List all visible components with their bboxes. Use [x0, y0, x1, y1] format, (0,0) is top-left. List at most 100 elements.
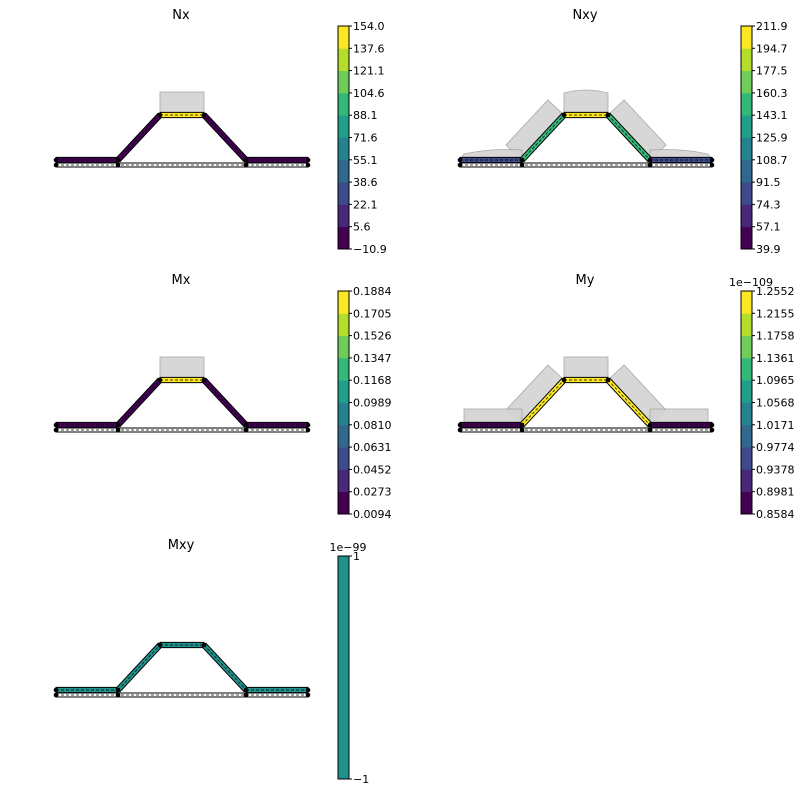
colorbar-tick-label: 22.1 — [353, 198, 378, 211]
node — [157, 377, 163, 383]
node — [115, 422, 121, 428]
colorbar-tick-label: 0.1526 — [353, 330, 392, 343]
node — [243, 157, 249, 163]
colorbar-tick-label: 1.0965 — [756, 374, 795, 387]
colorbar-tick-label: 194.7 — [756, 42, 788, 55]
profile — [457, 356, 715, 433]
colorbar-tick-label: 0.1705 — [353, 307, 392, 320]
colorbar-band — [338, 226, 349, 250]
node — [561, 377, 567, 383]
colorbar-tick-label: 1.0171 — [756, 419, 795, 432]
node — [115, 427, 121, 433]
colorbar-band — [338, 92, 349, 116]
colorbar: 154.0 137.6 121.1 104.6 88.1 71.6 55.1 38.6 22.1… — [337, 20, 387, 256]
colorbar: 0.1884 0.1705 0.1526 0.1347 0.1168 0.0989 0.08… — [337, 285, 392, 521]
colorbar-tick-label: 1.2552 — [756, 285, 795, 298]
node — [201, 377, 207, 383]
colorbar-band — [338, 291, 349, 314]
panel-nxy: Nxy 211.9 194.7 177.5 160.3 143.1 125.9 108.7 91… — [457, 8, 788, 256]
segment-centerline — [203, 114, 247, 161]
colorbar-band — [741, 447, 752, 470]
diagram-top — [563, 89, 609, 116]
colorbar-tick-label: 0.0631 — [353, 441, 392, 454]
panel-title: Nx — [172, 8, 190, 23]
node — [605, 112, 611, 118]
colorbar-tick-label: 1 — [353, 550, 360, 563]
node — [647, 162, 653, 168]
colorbar-band — [338, 204, 349, 228]
panel-title: Nxy — [572, 8, 597, 23]
colorbar-band — [741, 291, 752, 314]
colorbar-tick-label: 0.0810 — [353, 419, 392, 432]
node — [243, 687, 249, 693]
node — [115, 157, 121, 163]
colorbar-tick-label: 211.9 — [756, 20, 788, 33]
node — [709, 162, 715, 168]
colorbar-tick-label: 74.3 — [756, 198, 781, 211]
node — [53, 162, 59, 168]
colorbar-band — [338, 469, 349, 493]
colorbar-tick-label: 1.2155 — [756, 307, 795, 320]
colorbar-tick-label: 5.6 — [353, 221, 371, 234]
colorbar-band — [338, 357, 349, 381]
colorbar-band — [741, 48, 752, 71]
colorbar-band — [741, 70, 752, 94]
colorbar-band — [741, 357, 752, 381]
panel-my: My1.25521.21551.17581.13611.09651.05681.… — [457, 273, 795, 521]
colorbar-tick-label: 121.1 — [353, 65, 385, 78]
colorbar-tick-label: 0.1347 — [353, 352, 392, 365]
node — [519, 162, 525, 168]
colorbar-tick-label: 0.8981 — [756, 486, 795, 499]
node — [305, 692, 311, 698]
colorbar-band — [338, 48, 349, 71]
colorbar-tick-label: 104.6 — [353, 87, 385, 100]
colorbar-tick-label: 57.1 — [756, 221, 781, 234]
node — [519, 157, 525, 163]
colorbar-tick-label: 39.9 — [756, 243, 781, 256]
colorbar-band — [741, 92, 752, 116]
colorbar-tick-label: 1.1758 — [756, 330, 795, 343]
segment-centerline — [117, 114, 161, 161]
colorbar: 1 −1 1e−99 — [330, 541, 370, 786]
node — [647, 157, 653, 163]
colorbar-band — [741, 424, 752, 448]
colorbar-band — [338, 491, 349, 515]
segment-centerline — [607, 114, 651, 161]
profile — [53, 641, 311, 698]
node — [53, 692, 59, 698]
colorbar-tick-label: 0.1884 — [353, 285, 392, 298]
colorbar-band — [741, 204, 752, 228]
colorbar-tick-label: 1.1361 — [756, 352, 795, 365]
colorbar-band — [741, 182, 752, 205]
node — [115, 687, 121, 693]
colorbar-tick-label: 0.9378 — [756, 463, 795, 476]
colorbar-band — [338, 159, 349, 183]
node — [305, 157, 311, 163]
colorbar-tick-label: 177.5 — [756, 65, 788, 78]
colorbar-tick-label: 55.1 — [353, 154, 378, 167]
segment-centerline — [203, 379, 247, 426]
colorbar-band — [338, 182, 349, 205]
panel-title: My — [576, 273, 595, 288]
colorbar-band — [338, 313, 349, 336]
segment-centerline — [117, 644, 161, 691]
colorbar-band — [741, 115, 752, 138]
node — [53, 427, 59, 433]
colorbar-band — [741, 313, 752, 336]
colorbar-band — [741, 226, 752, 250]
node — [305, 422, 311, 428]
segment-centerline — [521, 114, 565, 161]
node — [457, 427, 463, 433]
colorbar: 1.2552 1.2155 1.1758 1.1361 1.0965 1.0568 1.01… — [729, 276, 794, 521]
colorbar-band — [741, 380, 752, 403]
node — [647, 422, 653, 428]
node — [201, 112, 207, 118]
colorbar-tick-label: 88.1 — [353, 109, 378, 122]
colorbar: 211.9 194.7 177.5 160.3 143.1 125.9 108.7 91.5 7… — [740, 20, 788, 256]
node — [157, 112, 163, 118]
node — [305, 162, 311, 168]
colorbar-band — [338, 402, 349, 426]
node — [305, 687, 311, 693]
node — [519, 427, 525, 433]
